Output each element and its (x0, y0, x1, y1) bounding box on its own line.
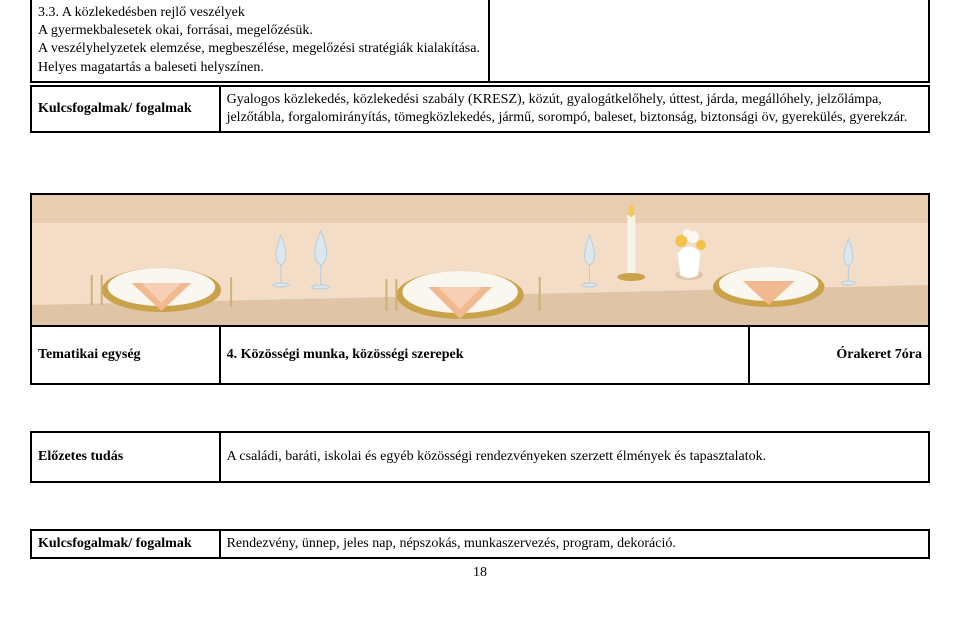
prev-label-cell: Előzetes tudás (31, 432, 220, 482)
top-kf-text-cell: Gyalogos közlekedés, közlekedési szabály… (220, 86, 929, 132)
unit-label: Tematikai egység (38, 347, 141, 362)
bottom-kf-text: Rendezvény, ünnep, jeles nap, népszokás,… (227, 536, 676, 551)
unit-title: 4. Közösségi munka, közösségi szerepek (227, 347, 464, 362)
bottom-kf-text-cell: Rendezvény, ünnep, jeles nap, népszokás,… (220, 530, 929, 558)
table-setting-svg (32, 195, 928, 325)
top-kf-table: Kulcsfogalmak/ fogalmak Gyalogos közleke… (30, 85, 930, 133)
prev-text-cell: A családi, baráti, iskolai és egyéb közö… (220, 432, 929, 482)
bottom-kf-label-cell: Kulcsfogalmak/ fogalmak (31, 530, 220, 558)
unit-hours: Órakeret 7óra (836, 347, 922, 362)
page-number: 18 (30, 565, 930, 581)
prev-label: Előzetes tudás (38, 449, 123, 464)
prev-text: A családi, baráti, iskolai és egyéb közö… (227, 449, 767, 464)
top-empty-cell (489, 0, 929, 82)
top-kf-label: Kulcsfogalmak/ fogalmak (38, 101, 192, 116)
top-kf-text: Gyalogos közlekedés, közlekedési szabály… (227, 92, 908, 125)
top-line-3: Helyes magatartás a baleseti helyszínen. (38, 59, 482, 77)
bottom-kf-table: Kulcsfogalmak/ fogalmak Rendezvény, ünne… (30, 529, 930, 559)
bottom-kf-label: Kulcsfogalmak/ fogalmak (38, 536, 192, 551)
prev-table: Előzetes tudás A családi, baráti, iskola… (30, 431, 930, 483)
top-line-2: A veszélyhelyzetek elemzése, megbeszélés… (38, 40, 482, 58)
top-kf-label-cell: Kulcsfogalmak/ fogalmak (31, 86, 220, 132)
unit-title-cell: 4. Közösségi munka, közösségi szerepek (220, 326, 750, 384)
top-line-0: 3.3. A közlekedésben rejlő veszélyek (38, 4, 482, 22)
top-body-cell: 3.3. A közlekedésben rejlő veszélyek A g… (31, 0, 489, 82)
top-table: 3.3. A közlekedésben rejlő veszélyek A g… (30, 0, 930, 83)
unit-image-cell (31, 194, 929, 326)
table-setting-image (32, 195, 928, 325)
unit-label-cell: Tematikai egység (31, 326, 220, 384)
unit-table: Tematikai egység 4. Közösségi munka, köz… (30, 193, 930, 385)
unit-hours-cell: Órakeret 7óra (749, 326, 929, 384)
top-line-1: A gyermekbalesetek okai, forrásai, megel… (38, 22, 482, 40)
